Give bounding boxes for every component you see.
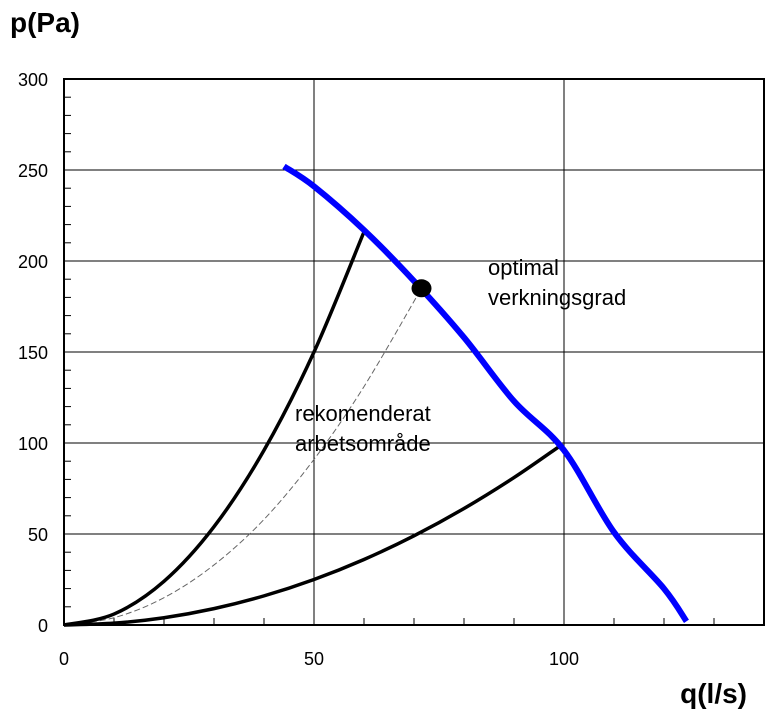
x-tick-label: 0 (59, 649, 69, 669)
y-tick-label: 300 (18, 70, 48, 90)
x-tick-label: 100 (549, 649, 579, 669)
y-tick-label: 250 (18, 161, 48, 181)
x-axis-title: q(l/s) (680, 678, 747, 709)
annotation-optimal-line1: optimal (488, 255, 559, 280)
x-tick-label: 50 (304, 649, 324, 669)
y-tick-label: 100 (18, 434, 48, 454)
y-tick-label: 50 (28, 525, 48, 545)
optimal-point-marker (411, 279, 432, 298)
series-system-curve-lower (63, 445, 560, 627)
series-system-curve-optimal (63, 288, 422, 626)
y-axis-title: p(Pa) (10, 7, 80, 38)
y-tick-label: 200 (18, 252, 48, 272)
series-system-curve-upper (63, 231, 366, 627)
annotation-range-line1: rekomenderat (295, 401, 431, 426)
grid (64, 79, 764, 625)
minor-ticks (64, 96, 715, 625)
plot-frame (63, 78, 765, 626)
y-tick-label: 150 (18, 343, 48, 363)
tick-labels: 0 50 100 150 200 250 300 0 50 100 (18, 70, 579, 669)
y-tick-label: 0 (38, 616, 48, 636)
series-fan-curve (282, 163, 689, 624)
annotation-optimal-line2: verkningsgrad (488, 285, 626, 310)
annotation-range-line2: arbetsområde (295, 431, 431, 456)
series-layer (63, 163, 689, 627)
